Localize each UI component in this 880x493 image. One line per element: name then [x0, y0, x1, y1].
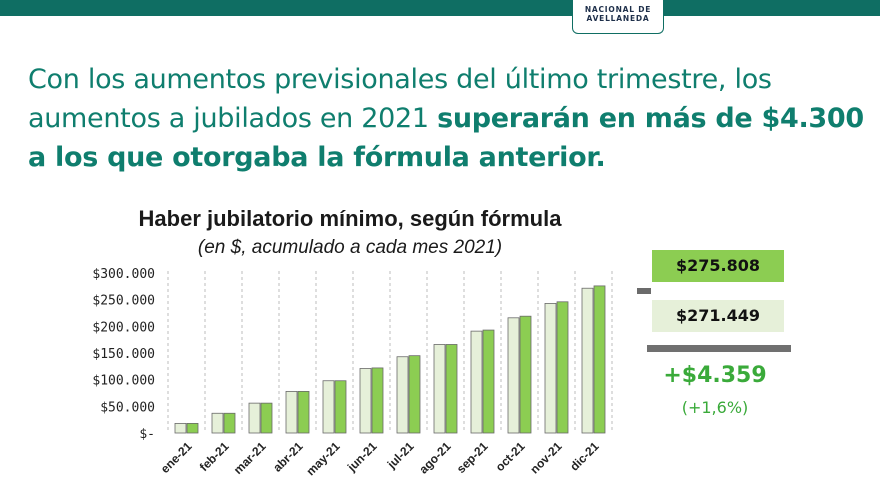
headline-emphasis: superarán en más de $4.300 a los que oto…: [28, 103, 864, 173]
chart-title: Haber jubilatorio mínimo, según fórmula: [138, 206, 562, 231]
bar: [433, 344, 446, 434]
bar: [248, 402, 261, 434]
x-tick-label: feb-21: [197, 439, 232, 474]
x-tick-label: ago-21: [416, 439, 453, 476]
university-logo: NACIONAL DE AVELLANEDA: [572, 0, 664, 34]
x-tick-label: jun-21: [344, 439, 380, 475]
logo-line-2: AVELLANEDA: [586, 14, 650, 23]
bar: [544, 303, 557, 434]
difference-separator: [647, 345, 791, 352]
x-tick-label: may-21: [303, 439, 342, 478]
x-tick-label: nov-21: [527, 439, 564, 476]
bar: [322, 380, 335, 434]
x-tick-label: abr-21: [270, 439, 306, 475]
x-tick-label: mar-21: [231, 439, 269, 477]
top-brand-bar: [0, 0, 880, 16]
bar: [445, 344, 458, 434]
bar: [285, 390, 298, 434]
logo-line-1: NACIONAL DE: [584, 5, 652, 14]
difference-percent: (+1,6%): [681, 398, 749, 417]
headline-end: .: [595, 142, 606, 173]
bar: [297, 390, 310, 434]
bar: [581, 287, 594, 434]
connector-dash: [637, 288, 651, 294]
y-tick-label: $150.000: [92, 347, 155, 362]
bar: [371, 367, 384, 434]
bar: [359, 368, 372, 434]
bar: [519, 315, 532, 434]
x-tick-label: oct-21: [493, 439, 528, 474]
y-tick-label: $200.000: [92, 320, 155, 335]
bar: [470, 330, 483, 434]
chart-subtitle: (en $, acumulado a cada mes 2021): [197, 237, 503, 258]
difference-value: +$4.359: [663, 363, 767, 388]
new-formula-total: $275.808: [652, 250, 784, 282]
y-tick-label: $100.000: [92, 374, 155, 389]
bar: [507, 317, 520, 434]
bar: [334, 380, 347, 434]
bar: [482, 329, 495, 434]
bar: [174, 422, 187, 434]
y-tick-label: $300.000: [92, 267, 155, 282]
x-tick-label: sep-21: [454, 439, 491, 476]
bar: [593, 285, 606, 434]
y-tick-label: $-: [139, 427, 155, 442]
bar: [223, 412, 236, 434]
x-tick-label: jul-21: [384, 439, 417, 472]
bar: [556, 301, 569, 434]
headline-text: Con los aumentos previsionales del últim…: [28, 64, 772, 134]
old-formula-total: $271.449: [652, 300, 784, 332]
y-tick-label: $50.000: [100, 400, 155, 415]
bar: [186, 422, 199, 434]
bar: [396, 356, 409, 434]
bar: [408, 355, 421, 434]
bar: [211, 412, 224, 434]
bar-chart: $300.000 $250.000 $200.000 $150.000 $100.000…: [92, 267, 613, 478]
headline: Con los aumentos previsionales del últim…: [28, 60, 868, 177]
x-tick-label: ene-21: [158, 439, 195, 476]
x-tick-label: dic-21: [567, 439, 602, 474]
bar: [260, 402, 273, 434]
y-tick-label: $250.000: [92, 294, 155, 309]
